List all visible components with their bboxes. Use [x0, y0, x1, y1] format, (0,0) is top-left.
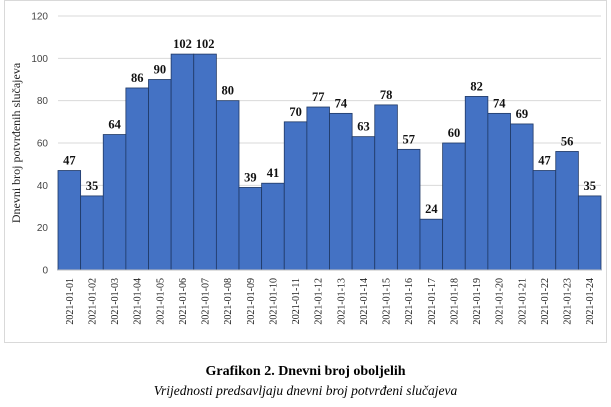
data-label: 102 — [173, 37, 192, 51]
bar — [170, 53, 195, 271]
data-label: 35 — [86, 179, 99, 193]
bar — [215, 100, 240, 271]
data-label: 82 — [470, 79, 483, 93]
data-label: 86 — [131, 71, 144, 85]
chart-caption-subtitle: Vrijednosti predsavljaju dnevni broj pot… — [153, 383, 458, 398]
data-label: 74 — [335, 96, 348, 110]
y-tick-label: 120 — [31, 12, 48, 23]
y-tick-label: 0 — [42, 266, 48, 277]
data-label: 69 — [516, 107, 529, 121]
bar — [487, 112, 511, 271]
y-tick-label: 60 — [37, 139, 49, 150]
chart-frame — [4, 0, 607, 343]
bar — [102, 134, 127, 271]
chart-caption-title: Grafikon 2. Dnevni broj oboljelih — [205, 364, 406, 379]
bar — [464, 96, 489, 271]
data-label: 57 — [402, 132, 415, 146]
x-tick-label: 2021-01-19 — [472, 278, 483, 325]
bar — [306, 106, 330, 271]
x-tick-label: 2021-01-18 — [449, 278, 460, 325]
x-axis-ticks: 2021-01-01 2021-01-02 2021-01-03 2021-01-04… — [65, 278, 596, 325]
data-label: 47 — [538, 154, 551, 168]
x-tick-label: 2021-01-20 — [495, 278, 506, 325]
data-label: 56 — [561, 134, 574, 148]
x-tick-label: 2021-01-06 — [178, 278, 189, 325]
y-tick-label: 40 — [37, 181, 49, 192]
x-tick-label: 2021-01-07 — [201, 278, 212, 325]
data-label: 35 — [583, 179, 596, 193]
data-label: 39 — [244, 170, 257, 184]
x-tick-label: 2021-01-15 — [382, 278, 393, 325]
bars — [57, 53, 602, 271]
x-tick-label: 2021-01-03 — [110, 278, 121, 325]
data-label: 80 — [221, 84, 234, 98]
bar — [577, 195, 602, 271]
bar — [148, 79, 172, 271]
bar — [238, 187, 263, 271]
data-label: 63 — [357, 120, 370, 134]
x-tick-label: 2021-01-05 — [155, 278, 166, 325]
x-tick-label: 2021-01-01 — [65, 278, 76, 325]
data-label: 74 — [493, 96, 506, 110]
data-label: 78 — [380, 88, 393, 102]
x-tick-label: 2021-01-02 — [87, 278, 98, 325]
bar — [351, 136, 376, 271]
x-tick-label: 2021-01-11 — [291, 278, 302, 324]
data-labels: 47 35 64 86 90 102 102 80 39 41 70 77 74 63 78 57 24 60 82… — [63, 37, 596, 216]
data-label: 77 — [312, 90, 325, 104]
x-tick-label: 2021-01-08 — [223, 278, 234, 325]
data-label: 24 — [425, 202, 438, 216]
x-tick-label: 2021-01-12 — [314, 278, 325, 325]
y-axis-ticks: 0 20 40 60 80 100 120 — [31, 12, 48, 277]
y-tick-label: 100 — [31, 54, 48, 65]
x-tick-label: 2021-01-21 — [517, 278, 528, 325]
bar — [419, 218, 444, 271]
x-tick-label: 2021-01-16 — [404, 278, 415, 325]
bar — [193, 53, 217, 271]
x-tick-label: 2021-01-23 — [563, 278, 574, 325]
bar — [283, 121, 308, 271]
x-tick-label: 2021-01-22 — [540, 278, 551, 325]
y-tick-label: 80 — [37, 96, 49, 107]
bar — [261, 182, 285, 271]
bar — [374, 104, 398, 271]
x-tick-label: 2021-01-09 — [246, 278, 257, 325]
x-tick-label: 2021-01-10 — [268, 278, 279, 325]
y-tick-label: 20 — [37, 223, 49, 234]
bar — [510, 123, 534, 271]
data-label: 70 — [289, 105, 302, 119]
x-tick-label: 2021-01-14 — [359, 278, 370, 325]
bar — [125, 87, 149, 271]
data-label: 64 — [108, 118, 121, 132]
x-tick-label: 2021-01-13 — [336, 278, 347, 325]
bar — [329, 112, 353, 271]
data-label: 102 — [196, 37, 215, 51]
data-label: 47 — [63, 154, 76, 168]
bar — [396, 148, 421, 271]
data-label: 90 — [154, 63, 167, 77]
data-label: 60 — [448, 126, 461, 140]
data-label: 41 — [267, 166, 280, 180]
y-axis-label: Dnevni broj potvrđenih slučajeva — [9, 62, 23, 223]
bar — [57, 170, 82, 271]
bar — [555, 151, 579, 271]
bar — [442, 142, 466, 271]
x-tick-label: 2021-01-04 — [133, 278, 144, 325]
bar — [80, 195, 104, 271]
bar — [532, 170, 557, 271]
x-tick-label: 2021-01-24 — [585, 278, 596, 325]
x-tick-label: 2021-01-17 — [427, 278, 438, 325]
